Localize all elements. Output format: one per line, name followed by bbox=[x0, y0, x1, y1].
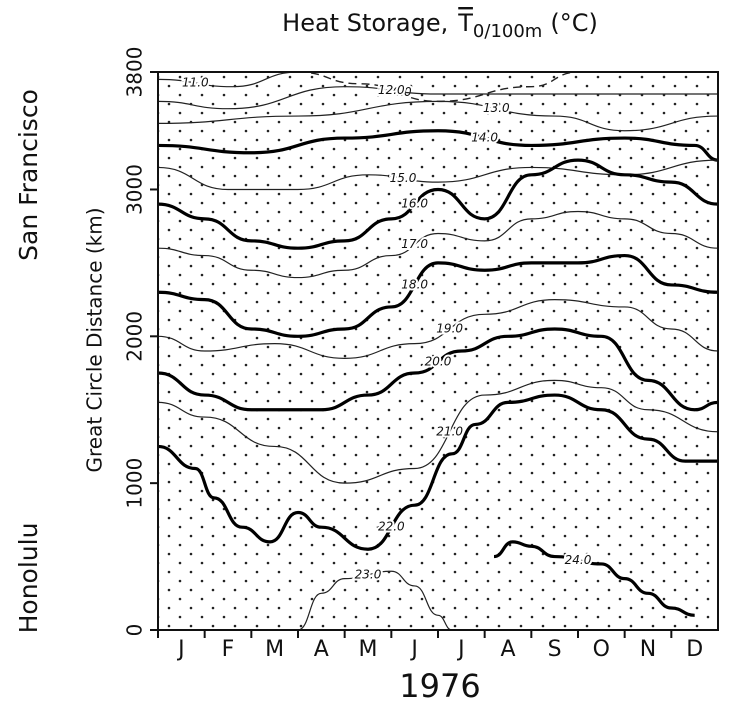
y-tick-label: 3000 bbox=[123, 164, 147, 215]
contour-line bbox=[158, 253, 718, 338]
x-tick-label: S bbox=[548, 637, 562, 662]
title-text: Heat Storage, bbox=[282, 9, 448, 37]
contour-label: 10.0 bbox=[385, 85, 412, 99]
x-tick-label: D bbox=[686, 637, 703, 662]
x-tick-label: F bbox=[222, 637, 235, 662]
contour-label: 21.0 bbox=[436, 424, 463, 438]
y-axis-label: Great Circle Distance (km) bbox=[83, 207, 107, 472]
title-subscript: 0/100m bbox=[473, 21, 542, 42]
contour-line bbox=[297, 570, 453, 630]
x-tick-label: J bbox=[456, 637, 465, 662]
contour-line bbox=[158, 129, 718, 162]
contour-line bbox=[158, 100, 718, 132]
top-label: San Francisco bbox=[14, 89, 43, 261]
contour-label: 20.0 bbox=[425, 355, 452, 369]
contour-line bbox=[158, 299, 718, 359]
y-tick-label: 2000 bbox=[123, 311, 147, 362]
bottom-label: Honolulu bbox=[14, 523, 43, 634]
contour-label: 17.0 bbox=[401, 237, 428, 251]
contour-label: 11.0 bbox=[182, 76, 209, 90]
contour-line bbox=[158, 379, 718, 484]
x-tick-label: O bbox=[593, 637, 610, 662]
x-tick-label: J bbox=[409, 637, 418, 662]
x-tick-label: N bbox=[640, 637, 656, 662]
y-tick-label: 1000 bbox=[123, 458, 147, 509]
chart-title: Heat Storage, T0/100m (°C) bbox=[282, 9, 598, 42]
station-dots bbox=[158, 72, 718, 630]
contour-label: 19.0 bbox=[436, 321, 463, 335]
x-tick-label: M bbox=[265, 637, 284, 662]
contour-label: 15.0 bbox=[390, 171, 417, 185]
contour-line bbox=[158, 72, 299, 88]
title-unit: (°C) bbox=[550, 9, 597, 37]
contour-line bbox=[158, 327, 718, 412]
contour-label: 18.0 bbox=[401, 277, 428, 291]
x-tick-label: A bbox=[314, 637, 329, 662]
contour-label: 14.0 bbox=[471, 131, 498, 145]
title-symbol: T bbox=[457, 9, 473, 37]
y-tick-label: 0 bbox=[123, 624, 147, 637]
x-tick-label: A bbox=[500, 637, 515, 662]
contour-line bbox=[158, 86, 718, 110]
contour-label: 13.0 bbox=[483, 101, 510, 115]
x-tick-label: J bbox=[176, 637, 185, 662]
contour-label: 12.0 bbox=[378, 83, 405, 97]
x-tick-label: M bbox=[359, 637, 378, 662]
contour-label: 22.0 bbox=[378, 520, 405, 534]
contour-line bbox=[158, 393, 718, 551]
contour-label: 23.0 bbox=[355, 567, 382, 581]
y-tick-label: 3800 bbox=[123, 47, 147, 98]
contour-layer: 10.0 11.0 12.0 13.0 14.0 15.0 16.0 17.0 18.0 19.0… bbox=[158, 72, 718, 630]
contour-line bbox=[158, 158, 718, 250]
contour-line bbox=[493, 540, 695, 617]
x-axis-label: 1976 bbox=[399, 667, 480, 705]
contour-label: 24.0 bbox=[565, 553, 592, 567]
contour-line bbox=[158, 210, 718, 279]
contour-label: 16.0 bbox=[401, 197, 428, 211]
